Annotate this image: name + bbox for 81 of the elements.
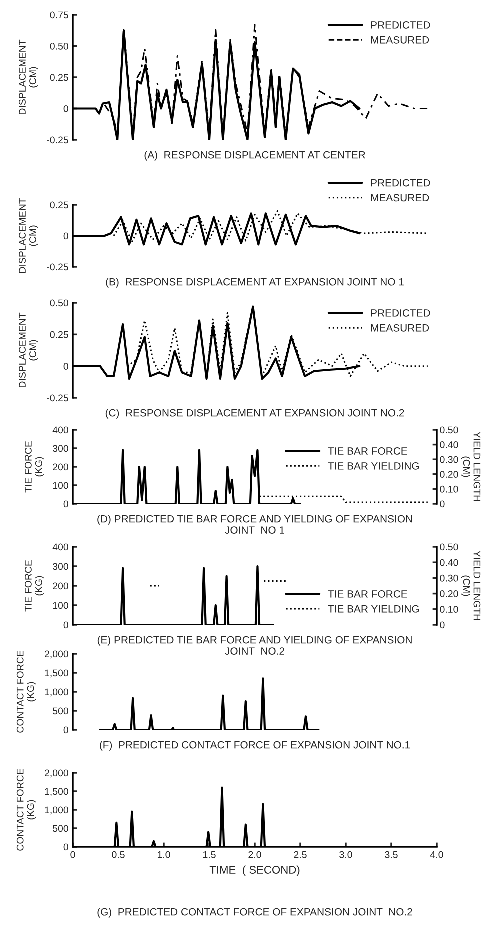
legend-label: PREDICTED xyxy=(371,310,430,317)
x-tick-label: 2.0 xyxy=(248,851,262,858)
x-tick-label: 0.5 xyxy=(112,851,125,858)
y-tick-label: 300 xyxy=(52,445,68,452)
text: (E) PREDICTED TIE BAR FORCE AND YIELDING OF EXPANSION JOINT NO.2 xyxy=(98,636,412,655)
y-tick-label: 1,500 xyxy=(45,670,68,678)
y-tick-label: 200 xyxy=(53,582,68,590)
x-tick-label: 3.0 xyxy=(340,851,352,858)
y-tick-label: 300 xyxy=(52,563,68,570)
y2-tick-label: 0.30 xyxy=(440,456,458,464)
y-tick-label: -0.25 xyxy=(47,136,68,144)
y-tick-label: 1,500 xyxy=(45,788,68,796)
legend-label: MEASURED xyxy=(371,194,430,202)
y-tick-label: 0 xyxy=(64,726,68,734)
y-tick-label: 0.50 xyxy=(50,300,68,307)
y-tick-label: 1,000 xyxy=(45,806,68,815)
line-series xyxy=(99,678,320,730)
y-tick-label: 0.50 xyxy=(50,42,68,50)
text: (F) PREDICTED CONTACT FORCE OF EXPANSION JOINT NO.1 xyxy=(100,741,410,751)
y-tick-label: 0 xyxy=(64,363,68,370)
legend-label: MEASURED xyxy=(371,36,430,44)
y-tick-label: -0.25 xyxy=(47,394,68,402)
legend-label: PREDICTED xyxy=(371,22,430,29)
y2-tick-label: 0.50 xyxy=(440,544,458,551)
y-tick-label: 400 xyxy=(52,426,68,434)
y-tick-label: 100 xyxy=(53,602,68,610)
y2-tick-label: 0 xyxy=(440,622,445,629)
y-tick-label: 0 xyxy=(64,105,68,112)
y-tick-label: -0.25 xyxy=(47,264,68,271)
y-tick-label: 0.25 xyxy=(50,202,68,209)
y-axis-title: TIE FORCE (KG) xyxy=(25,560,44,612)
text: (G) PREDICTED CONTACT FORCE OF EXPANSION JOINT NO.2 xyxy=(98,908,412,918)
x-tick-label: 1.0 xyxy=(158,851,170,858)
y-axis-title: CONTACT FORCE (KG) xyxy=(16,651,36,733)
y-tick-label: 0.75 xyxy=(50,12,68,19)
y-tick-label: 1,000 xyxy=(45,688,68,697)
y-axis-title: DISPLACEMENT (CM) xyxy=(19,40,38,115)
y-tick-label: 0 xyxy=(64,232,68,240)
y-tick-label: 0.25 xyxy=(50,74,68,82)
y-tick-label: 500 xyxy=(53,825,68,832)
y2-tick-label: 0.10 xyxy=(440,486,458,493)
y-tick-label: 0 xyxy=(64,844,68,851)
legend-label: PREDICTED xyxy=(371,179,430,187)
y2-axis-title: YIELD LENGTH (CM) xyxy=(461,432,481,502)
x-tick-label: 0 xyxy=(70,851,76,858)
y-tick-label: 2,000 xyxy=(44,770,68,778)
x-tick-label: 4.0 xyxy=(430,851,444,858)
x-tick-label: 3.5 xyxy=(385,851,398,858)
y-axis-title: CONTACT FORCE (KG) xyxy=(16,769,36,851)
y2-tick-label: 0 xyxy=(440,500,445,508)
y-tick-label: 200 xyxy=(53,464,68,471)
text: (D) PREDICTED TIE BAR FORCE AND YIELDING OF EXPANSION JOINT NO 1 xyxy=(98,515,412,534)
y-tick-label: 400 xyxy=(52,544,68,551)
text: (A) RESPONSE DISPLACEMENT AT CENTER xyxy=(144,151,366,161)
y-axis-title: DISPLACEMENT (CM) xyxy=(19,198,38,274)
text: (C) RESPONSE DISPLACEMENT AT EXPANSION JOINT NO.2 xyxy=(106,409,404,419)
y2-tick-label: 0.10 xyxy=(440,606,458,614)
x-tick-label: 2.5 xyxy=(294,851,307,858)
x-axis-title: TIME ( SECOND) xyxy=(210,866,300,876)
legend-label: TIE BAR YIELDING xyxy=(328,605,420,613)
legend-label: MEASURED xyxy=(371,324,430,332)
legend-label: TIE BAR FORCE xyxy=(328,590,408,598)
y2-tick-label: 0.40 xyxy=(440,442,458,448)
y-tick-label: 0.25 xyxy=(50,331,68,338)
y2-tick-label: 0.20 xyxy=(440,471,458,478)
y2-tick-label: 0.20 xyxy=(440,590,458,598)
legend-label: TIE BAR YIELDING xyxy=(328,462,420,470)
y-tick-label: 2,000 xyxy=(44,650,68,659)
y-axis-title: TIE FORCE (KG) xyxy=(25,441,44,493)
y-tick-label: 500 xyxy=(53,708,68,715)
legend-label: TIE BAR FORCE xyxy=(328,448,408,455)
y2-tick-label: 0.50 xyxy=(440,426,458,434)
y-tick-label: 100 xyxy=(53,482,68,490)
y-tick-label: 0 xyxy=(64,500,68,508)
y2-tick-label: 0.30 xyxy=(440,574,458,582)
y-tick-label: 0 xyxy=(64,622,68,629)
text: (B) RESPONSE DISPLACEMENT AT EXPANSION JOINT NO 1 xyxy=(106,278,404,288)
y2-tick-label: 0.40 xyxy=(440,559,458,566)
x-tick-label: 1.5 xyxy=(203,852,216,858)
y-axis-title: DISPLACEMENT (CM) xyxy=(19,312,38,388)
y2-axis-title: YIELD LENGTH (CM) xyxy=(461,551,481,620)
